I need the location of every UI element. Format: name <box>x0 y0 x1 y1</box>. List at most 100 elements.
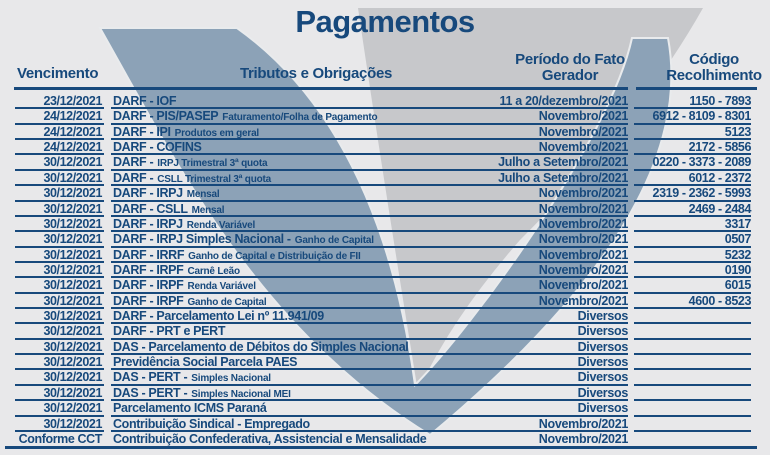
obligation-subname: Carnê Leão <box>187 265 240 277</box>
obligation-label: DARF - CSLL Trimestral 3ª quota <box>113 171 271 188</box>
column-header-tributos: Tributos e Obrigações <box>239 65 393 82</box>
collection-code-cell <box>634 309 751 325</box>
table-row: 30/12/2021 DARF - IRPF Carnê Leão Novembro/… <box>0 262 770 279</box>
obligation-name: Previdência Social Parcela PAES <box>113 355 298 370</box>
table-row: Conforme CCT Contribuição Confederativa, … <box>0 432 770 447</box>
obligation-period-cell: DARF - IRPF Renda Variável Novembro/2021 <box>111 278 628 294</box>
obligation-period-cell: DAS - PERT - Simples Nacional MEI Diversos <box>111 385 629 402</box>
collection-code-cell: 0507 <box>634 232 751 248</box>
obligation-name: DARF - <box>113 170 154 185</box>
due-date-cell: 30/12/2021 <box>15 417 104 432</box>
period-value: Novembro/2021 <box>538 247 629 262</box>
period-value: Novembro/2021 <box>538 216 629 231</box>
obligation-subname: Produtos em geral <box>174 127 260 139</box>
due-date-cell: 23/12/2021 <box>15 94 104 110</box>
collection-code-cell <box>634 370 751 386</box>
due-date-cell: 30/12/2021 <box>15 171 104 187</box>
collection-code-cell: 0190 <box>634 263 751 279</box>
page-title: Pagamentos <box>295 4 475 39</box>
obligation-name: DARF - PIS/PASEP <box>113 109 219 124</box>
obligation-period-cell: DARF - PIS/PASEP Faturamento/Folha de Pag… <box>111 109 629 126</box>
obligation-subname: Simples Nacional <box>191 373 271 385</box>
table-row: 30/12/2021 DARF - PRT e PERT Diversos <box>0 324 770 340</box>
collection-code-cell: 1150 - 7893 <box>634 94 751 110</box>
period-value: Novembro/2021 <box>538 109 629 124</box>
table-row: 30/12/2021 DARF - IRPJ Trimestral 3ª quota… <box>0 155 770 172</box>
obligation-label: DAS - PERT - Simples Nacional <box>113 370 271 387</box>
obligation-name: DARF - IRPJ Simples Nacional - <box>113 232 291 247</box>
obligation-period-cell: DAS - PERT - Simples Nacional Diversos <box>111 370 629 387</box>
obligation-period-cell: DARF - IRPF Carnê Leão Novembro/2021 <box>111 262 628 279</box>
obligation-label: DARF - PRT e PERT <box>113 324 225 339</box>
obligation-name: DARF - IRRF <box>113 247 185 262</box>
obligation-period-cell: DARF - IRPJ Mensal Novembro/2021 <box>111 186 629 203</box>
period-value: Diversos <box>577 401 629 416</box>
obligation-period-cell: Contribuição Confederativa, Assistencial… <box>111 432 628 447</box>
obligation-label: DARF - IOF <box>113 94 177 109</box>
obligation-period-cell: DARF - CSLL Trimestral 3ª quota Julho a Se… <box>111 171 628 188</box>
period-value: Novembro/2021 <box>538 431 629 446</box>
obligation-label: DARF - CSLL Mensal <box>113 202 225 219</box>
obligation-label: DARF - COFINS <box>113 140 202 155</box>
checkmark-blue-shape <box>98 27 673 437</box>
obligation-name: DARF - IRPF <box>113 293 184 308</box>
period-value: Novembro/2021 <box>538 232 629 247</box>
obligation-label: DARF - IRPJ Mensal <box>113 186 220 203</box>
obligation-name: DARF - IRPF <box>113 262 184 277</box>
obligation-label: DAS - Parcelamento de Débitos do Simples… <box>113 340 409 355</box>
obligation-period-cell: Previdência Social Parcela PAES Diversos <box>111 355 628 371</box>
period-value: Novembro/2021 <box>538 140 629 155</box>
obligation-label: DARF - IRPF Ganho de Capital <box>113 294 267 311</box>
table-row: 30/12/2021 Parcelamento ICMS Paraná Divers… <box>0 401 770 417</box>
obligation-name: DAS - PERT - <box>113 370 188 385</box>
table-row: 24/12/2021 DARF - COFINS Novembro/2021 2172… <box>0 140 770 156</box>
obligation-subname: Mensal <box>191 204 225 216</box>
obligation-name: Contribuição Sindical - Empregado <box>113 416 310 431</box>
obligation-label: Parcelamento ICMS Paraná <box>113 401 267 416</box>
due-date-cell: 30/12/2021 <box>15 324 104 340</box>
due-date-cell: 30/12/2021 <box>15 386 104 402</box>
obligation-subname: Renda Variável <box>187 281 256 293</box>
period-value: Diversos <box>577 385 629 400</box>
collection-code-cell: 6912 - 8109 - 8301 <box>634 109 751 125</box>
obligation-name: DARF - IOF <box>113 94 177 108</box>
period-value: Diversos <box>577 324 629 339</box>
period-value: Novembro/2021 <box>538 186 629 201</box>
obligation-name: DARF - COFINS <box>113 140 202 155</box>
obligation-subname: CSLL Trimestral 3ª quota <box>157 173 272 185</box>
obligation-label: DARF - IPI Produtos em geral <box>113 125 259 142</box>
period-value: Diversos <box>577 370 629 385</box>
header-rule-right <box>636 87 757 90</box>
collection-code-cell <box>634 340 751 356</box>
table-rows: 23/12/2021 DARF - IOF 11 a 20/dezembro/202… <box>0 94 770 447</box>
due-date-cell: 30/12/2021 <box>15 248 104 263</box>
period-value: Novembro/2021 <box>538 416 629 431</box>
due-date-cell: 30/12/2021 <box>15 309 104 325</box>
period-value: Diversos <box>577 309 629 324</box>
obligation-period-cell: DARF - IOF 11 a 20/dezembro/2021 <box>111 94 628 110</box>
collection-code-cell: 3317 <box>634 217 751 233</box>
table-row: 30/12/2021 DAS - PERT - Simples Nacional M… <box>0 385 770 402</box>
table-row: 30/12/2021 Contribuição Sindical - Empreg… <box>0 417 770 432</box>
table-bottom-rule <box>5 446 757 449</box>
collection-code-cell <box>634 355 751 371</box>
obligation-subname: Ganho de Capital <box>187 296 267 308</box>
obligation-name: DARF - IRPF <box>113 278 184 293</box>
obligation-subname: Faturamento/Folha de Pagamento <box>222 112 378 124</box>
obligation-period-cell: DARF - IRRF Ganho de Capital e Distribuiç… <box>111 248 628 263</box>
obligation-name: Parcelamento ICMS Paraná <box>113 401 267 416</box>
due-date-cell: 30/12/2021 <box>15 340 104 356</box>
obligation-label: DARF - IRPJ Trimestral 3ª quota <box>113 155 268 172</box>
collection-code-cell: 5123 <box>634 125 751 141</box>
obligation-label: Previdência Social Parcela PAES <box>113 355 298 370</box>
collection-code-cell <box>634 432 751 447</box>
obligation-period-cell: DARF - Parcelamento Lei nº 11.941/09 Dive… <box>111 309 629 325</box>
table-row: 30/12/2021 DAS - Parcelamento de Débitos … <box>0 340 770 356</box>
column-header-codigo: Código Recolhimento <box>666 52 762 84</box>
column-header-vencimento: Vencimento <box>17 65 99 82</box>
obligation-period-cell: DARF - IRPJ Renda Variável Novembro/2021 <box>111 216 629 233</box>
due-date-cell: 30/12/2021 <box>15 202 104 217</box>
obligation-name: DAS - PERT - <box>113 385 188 400</box>
obligation-label: DARF - PIS/PASEP Faturamento/Folha de Pag… <box>113 109 378 126</box>
